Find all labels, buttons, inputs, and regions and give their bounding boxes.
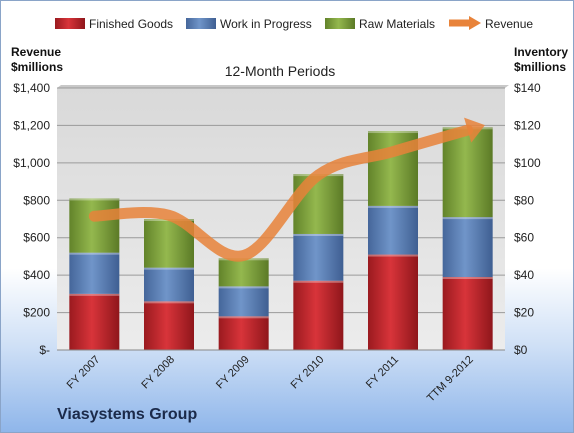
bar-segment-highlight	[368, 205, 418, 208]
x-axis-tick-label: TTM 9-2012	[425, 354, 476, 405]
bar-segment-finished-goods	[442, 277, 493, 350]
legend-swatch-work-in-progress	[186, 18, 216, 29]
bar-segment-finished-goods	[69, 293, 120, 350]
plot-area-top-edge	[57, 85, 509, 88]
bar-segment-highlight	[293, 233, 344, 236]
left-axis-tick-label: $400	[23, 268, 50, 282]
legend-label-raw-materials: Raw Materials	[359, 17, 435, 31]
legend-label-revenue: Revenue	[485, 17, 533, 31]
legend-swatch-revenue-arrowhead	[469, 16, 481, 30]
x-axis-tick-label: FY 2008	[139, 354, 177, 392]
left-axis-label-line2: $millions	[11, 60, 63, 74]
bar-segment-raw-materials	[69, 198, 120, 253]
bar-segment-raw-materials	[293, 174, 344, 234]
bar-segment-highlight	[69, 252, 120, 255]
left-axis-tick-label: $1,200	[13, 118, 50, 132]
right-axis-label-line2: $millions	[514, 60, 566, 74]
bar-segment-work-in-progress	[368, 205, 418, 255]
left-axis-tick-labels: $- $200 $400 $600 $800 $1,000 $1,200 $1,400	[13, 81, 50, 357]
bar-segment-work-in-progress	[218, 286, 269, 317]
x-axis-tick-labels: FY 2007 FY 2008 FY 2009 FY 2010 FY 2011 TTM 9…	[65, 354, 476, 405]
bar-segment-work-in-progress	[442, 217, 493, 278]
x-axis-tick-label: FY 2007	[65, 354, 103, 392]
grid-lines	[57, 87, 505, 314]
legend-swatch-finished-goods	[55, 18, 85, 29]
bar-segment-raw-materials	[218, 258, 269, 287]
right-axis-tick-labels: $0 $20 $40 $60 $80 $100 $120 $140	[514, 81, 541, 357]
bar-segment-highlight	[218, 286, 269, 289]
legend-swatch-raw-materials	[325, 18, 355, 29]
left-axis-tick-label: $800	[23, 193, 50, 207]
bar-segment-highlight	[368, 131, 418, 134]
right-axis-tick-label: $60	[514, 231, 534, 245]
legend-label-work-in-progress: Work in Progress	[220, 17, 312, 31]
company-name: Viasystems Group	[57, 406, 198, 423]
right-axis-tick-label: $40	[514, 268, 534, 282]
bar-segment-work-in-progress	[144, 267, 194, 302]
bar-segment-raw-materials	[442, 127, 493, 218]
bar-segment-finished-goods	[293, 280, 344, 350]
bar-segment-highlight	[218, 316, 269, 319]
right-axis-tick-label: $80	[514, 193, 534, 207]
bar-segment-highlight	[69, 293, 120, 296]
bar-segment-finished-goods	[368, 254, 418, 350]
bar-segment-highlight	[144, 267, 194, 270]
left-axis-tick-label: $1,400	[13, 81, 50, 95]
bars	[69, 127, 493, 350]
bar-segment-highlight	[69, 198, 120, 201]
right-axis-tick-label: $0	[514, 343, 528, 357]
bar-segment-highlight	[368, 254, 418, 257]
left-axis-label-line1: Revenue	[11, 45, 61, 59]
bar-segment-finished-goods	[218, 316, 269, 350]
right-axis-tick-label: $100	[514, 156, 541, 170]
bar-segment-finished-goods	[144, 301, 194, 350]
x-axis-tick-label: FY 2010	[289, 354, 327, 392]
right-axis-label-line1: Inventory	[514, 45, 568, 59]
left-axis-tick-label: $200	[23, 306, 50, 320]
bar-segment-work-in-progress	[293, 233, 344, 281]
revenue-arrowhead	[464, 117, 485, 143]
revenue-line	[88, 124, 474, 262]
left-axis-tick-label: $1,000	[13, 156, 50, 170]
right-axis-tick-label: $20	[514, 306, 534, 320]
bar-segment-highlight	[442, 217, 493, 220]
x-axis-tick-label: FY 2011	[364, 354, 401, 391]
right-axis-tick-label: $140	[514, 81, 541, 95]
bar-segment-work-in-progress	[69, 252, 120, 294]
left-axis-tick-label: $-	[39, 343, 50, 357]
bar-segment-highlight	[144, 301, 194, 304]
legend: Finished Goods Work in Progress Raw Mate…	[55, 16, 533, 31]
chart-title: 12-Month Periods	[225, 63, 336, 79]
legend-label-finished-goods: Finished Goods	[89, 17, 173, 31]
bar-segment-highlight	[442, 277, 493, 280]
bar-segment-highlight	[293, 280, 344, 283]
right-axis-tick-label: $120	[514, 118, 541, 132]
x-axis-tick-label: FY 2009	[214, 354, 252, 392]
left-axis-tick-label: $600	[23, 231, 50, 245]
